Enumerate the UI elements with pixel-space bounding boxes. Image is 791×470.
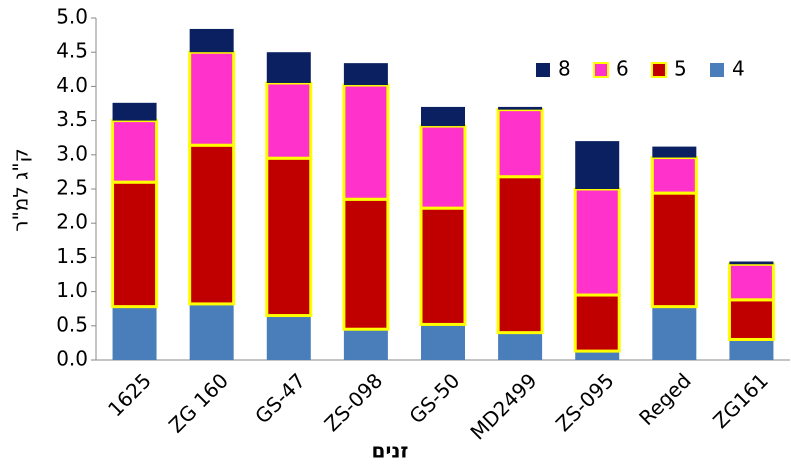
y-tick-label: 2.5 — [56, 176, 88, 200]
bar-segment — [652, 306, 697, 360]
bar-segment — [650, 191, 698, 309]
bar-segment — [265, 156, 313, 318]
bar-segment — [342, 83, 390, 201]
x-tick-label: GS-47 — [250, 368, 310, 428]
legend-label: 4 — [732, 57, 745, 81]
y-tick-label: 0.5 — [56, 312, 88, 336]
bar-segment — [419, 206, 467, 326]
bar-segment — [573, 293, 621, 353]
y-axis-title: ק"ג למ"ר — [9, 148, 33, 231]
bar-segment — [573, 187, 621, 297]
bar-segment — [421, 324, 465, 360]
y-tick-label: 5.0 — [56, 5, 88, 29]
bar-segment — [496, 108, 544, 179]
bar-segment — [112, 102, 157, 121]
bar-segment — [575, 351, 620, 360]
bar-segment — [652, 146, 697, 158]
x-tick-label: ZG161 — [708, 368, 773, 433]
y-tick-label: 0.0 — [56, 347, 88, 371]
x-axis-title: זנים — [372, 439, 409, 463]
y-tick-label: 3.5 — [56, 107, 88, 131]
legend-swatch — [536, 63, 550, 77]
bar-segment — [188, 143, 236, 306]
y-tick-label: 1.5 — [56, 244, 88, 268]
bar-segment — [421, 106, 465, 127]
bar-segment — [343, 63, 388, 86]
bar-segment — [729, 339, 774, 360]
x-tick-label: 1625 — [103, 368, 156, 421]
y-tick-label: 1.0 — [56, 278, 88, 302]
bar-segment — [188, 50, 236, 147]
bar-segment — [575, 141, 620, 189]
x-tick-label: Reged — [634, 368, 696, 430]
bar-segment — [498, 106, 543, 110]
bar-segment — [266, 52, 311, 83]
y-tick-label: 4.0 — [56, 73, 88, 97]
bar-segment — [727, 262, 775, 302]
bar-segment — [342, 197, 390, 331]
x-tick-label: ZS-095 — [551, 368, 619, 436]
y-tick-label: 3.0 — [56, 141, 88, 165]
legend-label: 8 — [558, 57, 571, 81]
y-tick-label: 4.5 — [56, 39, 88, 63]
x-tick-label: ZS-098 — [320, 368, 388, 436]
y-tick-label: 2.0 — [56, 210, 88, 234]
legend-swatch — [710, 63, 724, 77]
bar-segment — [112, 306, 157, 360]
bar-segment — [498, 332, 543, 360]
bar-segment — [727, 298, 775, 341]
x-tick-label: GS-50 — [404, 368, 464, 428]
bar-segment — [189, 28, 234, 53]
bar-segment — [111, 180, 159, 309]
bar-segment — [266, 315, 311, 360]
legend-swatch — [651, 62, 667, 78]
legend-swatch — [593, 62, 609, 78]
legend-label: 5 — [674, 57, 687, 81]
bar-segment — [343, 329, 388, 360]
bar-segment — [650, 156, 698, 195]
legend-label: 6 — [616, 57, 629, 81]
bar-segment — [496, 175, 544, 335]
bar-segment — [729, 261, 774, 265]
x-tick-label: MD2499 — [465, 368, 541, 444]
bar-segment — [265, 81, 313, 160]
x-tick-label: ZG 160 — [164, 368, 233, 437]
bar-segment — [419, 124, 467, 210]
bar-segment — [111, 119, 159, 184]
bar-segment — [189, 303, 234, 360]
